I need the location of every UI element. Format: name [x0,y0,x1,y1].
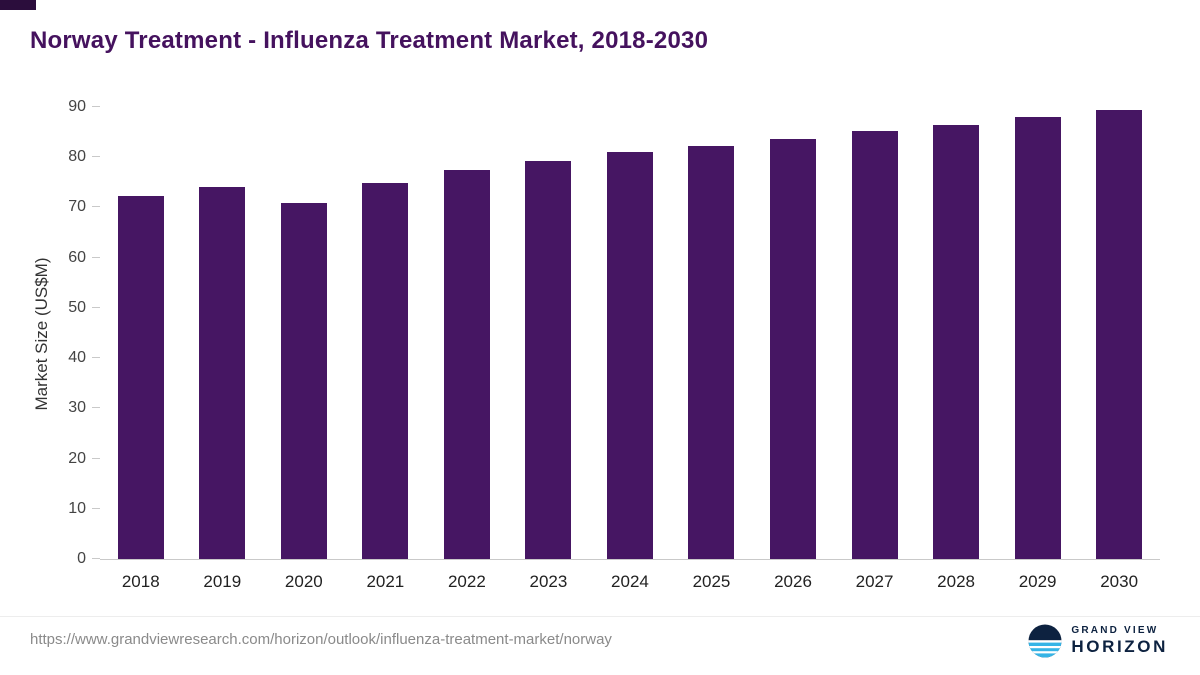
bar-slot-2018 [100,108,182,559]
x-label-2020: 2020 [284,572,323,591]
logo-text: GRAND VIEW HORIZON [1071,625,1168,656]
x-label-2022: 2022 [447,572,486,591]
x-label-2027: 2027 [855,572,894,591]
y-tick-label-70: 70 [68,198,86,216]
bar-2023 [525,161,572,559]
y-tick-label-80: 80 [68,148,86,166]
x-label-2019: 2019 [203,572,242,591]
y-tick-mark [92,256,100,258]
grand-view-horizon-logo: GRAND VIEW HORIZON [1028,624,1168,658]
y-tick-label-10: 10 [68,499,86,517]
y-tick-label-50: 50 [68,298,86,316]
y-tick-mark [92,106,100,107]
bar-slot-2030 [1078,108,1160,559]
bar-slot-2021 [345,108,427,559]
x-label-2018: 2018 [121,572,160,591]
bar-2029 [1014,117,1061,559]
y-axis-title: Market Size (US$M) [32,257,51,411]
bar-slot-2027 [834,108,916,559]
y-tick-mark [92,507,100,509]
y-tick-mark [92,306,100,308]
bar-slot-2019 [182,108,264,559]
x-label-2021: 2021 [366,572,405,591]
bar-2027 [851,131,898,559]
bar-2026 [770,138,817,559]
footer-divider [0,616,1200,617]
bar-2022 [443,169,490,559]
x-label-2024: 2024 [611,572,649,591]
logo-grand-view-label: GRAND VIEW [1071,625,1159,637]
y-tick-label-20: 20 [68,449,86,467]
x-label-2028: 2028 [937,572,975,591]
y-tick-mark [92,206,100,208]
bar-slot-2025 [671,108,753,559]
y-tick-label-60: 60 [68,248,86,266]
y-tick-mark [92,558,100,559]
logo-horizon-label: HORIZON [1071,636,1168,656]
y-tick-mark [92,357,100,359]
bar-slot-2024 [589,108,671,559]
y-tick-label-90: 90 [68,98,86,115]
x-label-2025: 2025 [692,572,731,591]
bar-2019 [199,187,246,559]
bar-slot-2023 [508,108,590,559]
bar-2030 [1096,109,1143,559]
bar-slot-2026 [752,108,834,559]
bar-slot-2020 [263,108,345,559]
bar-slot-2029 [997,108,1079,559]
bar-slot-2028 [915,108,997,559]
bar-2025 [688,145,735,559]
y-tick-mark [92,457,100,459]
bar-2028 [933,124,980,559]
bar-2021 [362,183,409,559]
bar-2018 [117,195,164,559]
bar-2024 [606,152,653,559]
bar-2020 [280,203,327,559]
x-label-2026: 2026 [774,572,812,591]
x-axis: 2018 2019 2020 2021 2022 2023 2024 2025 2026 2027… [100,572,1160,592]
plot-area: 0 10 20 30 40 50 60 70 80 90 [68,99,1160,567]
y-tick-mark [92,407,100,409]
y-tick-label-30: 30 [68,399,86,417]
y-tick-label-40: 40 [68,349,86,367]
bar-slot-2022 [426,108,508,559]
x-label-2030: 2030 [1100,572,1139,591]
x-label-2023: 2023 [529,572,568,591]
horizon-sun-icon [1028,624,1062,658]
y-tick-mark [92,156,100,158]
source-url: https://www.grandviewresearch.com/horizo… [30,631,612,648]
bars-group [100,108,1160,559]
y-tick-label-0: 0 [77,550,86,567]
corner-accent [0,0,36,10]
chart-title: Norway Treatment - Influenza Treatment M… [30,27,709,54]
x-label-2029: 2029 [1018,572,1057,591]
